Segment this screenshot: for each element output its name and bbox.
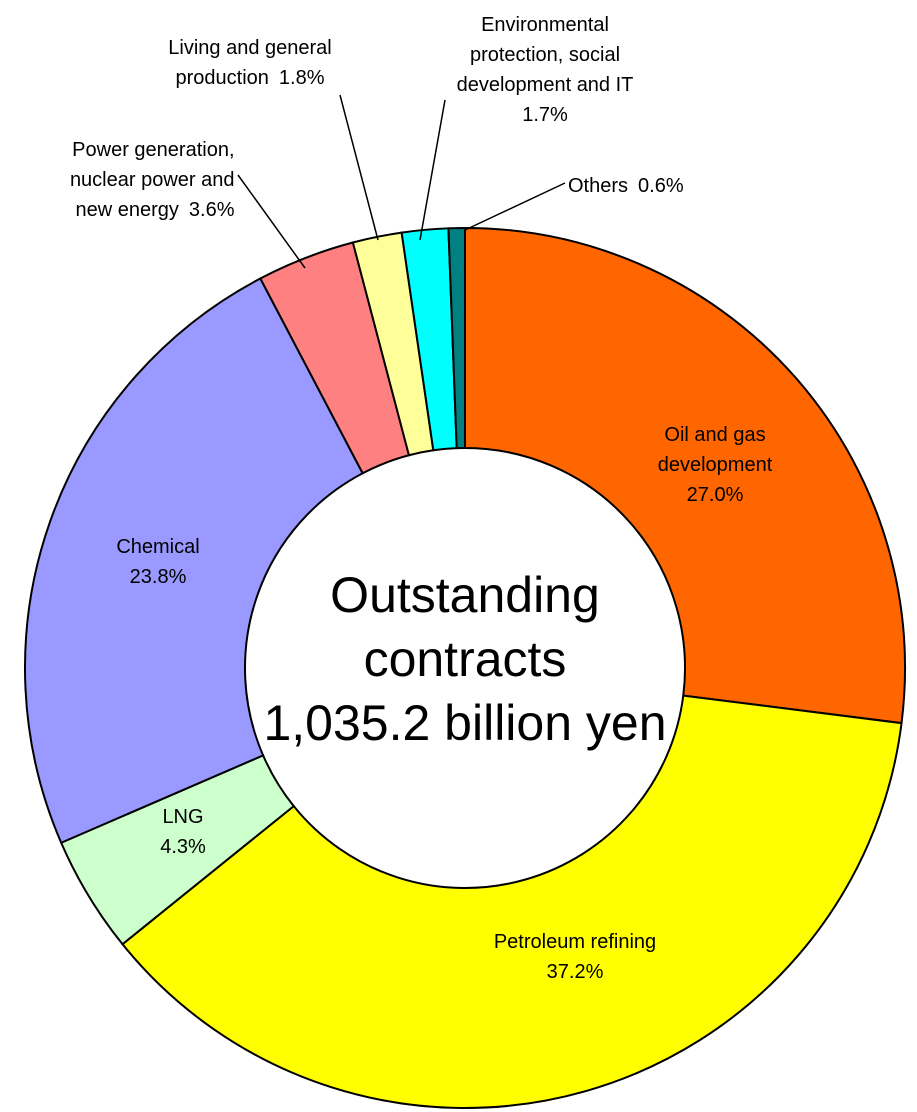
slice-label: LNG 4.3% [143,802,223,862]
slice [24,277,365,845]
slice-label: Environmental protection, social develop… [433,10,658,130]
category-name: Oil and gas development [657,424,773,476]
leader-line [237,174,306,269]
category-name: Power generation, nuclear power and new … [69,139,235,221]
slice-label: Others 0.6% [568,171,728,201]
category-name: Others [568,175,629,197]
leader-line [419,99,446,241]
slice [464,226,906,725]
leader-line [339,94,379,241]
value-label: 37.2% [546,961,604,983]
value-label: 3.6% [188,199,235,221]
slice-label: Chemical 23.8% [93,532,223,592]
value-label: 1.7% [522,104,568,126]
category-name: Chemical [116,536,200,558]
slice-label: Oil and gas development 27.0% [625,420,805,510]
value-label: 0.6% [638,175,684,197]
value-label: 4.3% [160,836,206,858]
value-label: 1.8% [278,67,325,89]
leader-line [464,182,566,231]
category-name: LNG [162,806,204,828]
category-name: Living and general production [168,37,332,89]
slice-label: Petroleum refining 37.2% [440,927,710,987]
value-label: 23.8% [129,566,187,588]
category-name: Petroleum refining [493,931,657,953]
slice [447,226,466,450]
slice-label: Power generation, nuclear power and new … [30,135,235,225]
center-label: contracts [363,631,567,687]
center-label: Outstanding [330,567,600,623]
slice [121,694,903,1109]
value-label: 27.0% [686,484,744,506]
center-label: 1,035.2 billion yen [263,695,667,751]
slice-label: Living and general production 1.8% [133,33,368,93]
category-name: Environmental protection, social develop… [456,14,634,96]
